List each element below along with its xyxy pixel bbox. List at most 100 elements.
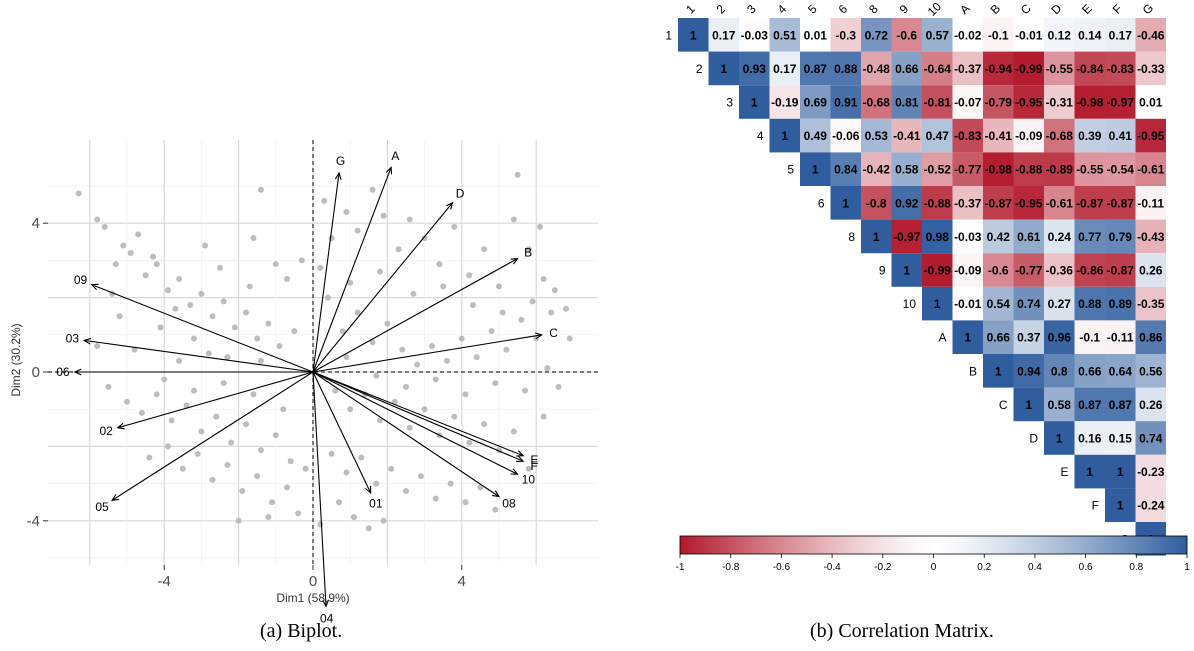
data-point (384, 320, 391, 327)
vector-label: 06 (56, 365, 70, 379)
vector-label: B (524, 246, 532, 260)
data-point (287, 458, 294, 465)
correlation-cell (708, 18, 739, 52)
correlation-value: 0.93 (743, 62, 767, 76)
correlation-value: 0.88 (834, 62, 858, 76)
correlation-cell (1105, 387, 1136, 422)
data-point (469, 302, 476, 309)
data-point (254, 473, 261, 480)
correlation-value: -0.89 (1046, 163, 1074, 177)
loading-vector (312, 371, 524, 457)
biplot-y-axis-label: Dim2 (30.2%) (9, 323, 23, 396)
biplot-axes: -4 0 4 -4 0 4 (27, 215, 466, 590)
data-point (131, 346, 138, 353)
correlation-cell (952, 18, 983, 52)
vector-label: C (549, 326, 558, 340)
correlation-value: -0.3 (835, 28, 856, 42)
correlation-cell (922, 253, 953, 287)
correlation-value: 0.53 (865, 129, 889, 143)
data-point (522, 387, 529, 394)
correlation-value: -0.43 (1137, 230, 1165, 244)
arrow-head (516, 450, 525, 457)
correlation-cell (1105, 488, 1136, 522)
correlation-value: 0.84 (834, 163, 858, 177)
colorbar-bar (679, 535, 1188, 555)
correlation-cell (1135, 387, 1166, 422)
correlation-value: 0.51 (773, 28, 797, 42)
correlation-cell (1013, 219, 1044, 254)
data-point (190, 387, 197, 394)
data-point (198, 290, 205, 297)
data-point (243, 421, 250, 428)
loading-vector (312, 334, 542, 373)
data-point (168, 417, 175, 424)
data-point (466, 439, 473, 446)
colorbar-tick-label: 1 (1184, 562, 1190, 573)
correlation-cell (983, 320, 1014, 354)
data-point (499, 309, 506, 316)
arrow-head (322, 599, 330, 608)
correlation-cell (1013, 286, 1044, 321)
correlation-cell (830, 51, 861, 86)
data-point (161, 376, 168, 383)
correlation-value: -0.55 (1046, 62, 1074, 76)
correlation-cell (1013, 85, 1044, 119)
colorbar-tick-label: 0.4 (1028, 562, 1042, 573)
data-point (183, 402, 190, 409)
data-point (391, 398, 398, 405)
data-point (492, 380, 499, 387)
correlation-cell (1044, 18, 1075, 52)
correlation-cell (1135, 320, 1166, 354)
correlation-value: 0.26 (1139, 264, 1163, 278)
correlation-cell (952, 152, 983, 186)
data-point (536, 223, 543, 230)
column-label: 1 (683, 2, 698, 17)
data-point (190, 335, 197, 342)
data-point (157, 324, 164, 331)
correlation-cell (1135, 219, 1166, 254)
data-point (555, 383, 562, 390)
vector-label: A (391, 149, 399, 163)
correlation-value: 0.92 (895, 196, 919, 210)
correlation-value: -0.87 (1076, 196, 1104, 210)
data-point (369, 339, 376, 346)
correlation-value: -0.33 (1137, 62, 1165, 76)
correlation-cell (1074, 18, 1105, 52)
correlation-value: -0.55 (1076, 163, 1104, 177)
vector-label: 02 (99, 424, 113, 438)
arrow-head (510, 257, 519, 265)
vector-label: D (456, 186, 465, 200)
data-point (447, 480, 454, 487)
correlation-cell (830, 85, 861, 119)
data-point (250, 391, 257, 398)
y-tick-label: -4 (27, 513, 40, 530)
correlation-cell (861, 118, 892, 153)
correlation-cell (1013, 51, 1044, 86)
correlation-cell (861, 152, 892, 186)
correlation-value: 0.74 (1139, 432, 1163, 446)
data-point (421, 235, 428, 242)
colorbar-tick-label: -0.8 (722, 562, 740, 573)
vector-label: 09 (74, 273, 88, 287)
correlation-value: 0.69 (804, 96, 828, 110)
colorbar-tick-label: 0.8 (1129, 562, 1143, 573)
correlation-value: 0.39 (1078, 129, 1102, 143)
correlation-value: -0.97 (1107, 96, 1135, 110)
correlation-cell (861, 219, 892, 254)
data-point (276, 342, 283, 349)
correlation-value: -0.41 (985, 129, 1013, 143)
data-point (194, 450, 201, 457)
correlation-value: -0.11 (1137, 196, 1164, 210)
correlation-value: -0.23 (1137, 465, 1165, 479)
colorbar-tick-label: 0 (931, 562, 937, 573)
correlation-value: -0.87 (1107, 196, 1135, 210)
data-point (462, 499, 469, 506)
data-point (295, 510, 302, 517)
data-point (124, 398, 130, 405)
row-label: 6 (818, 196, 825, 210)
data-point (179, 465, 186, 472)
data-point (135, 231, 142, 238)
correlation-cell (891, 118, 922, 153)
data-point (332, 387, 339, 394)
data-point (198, 428, 205, 435)
